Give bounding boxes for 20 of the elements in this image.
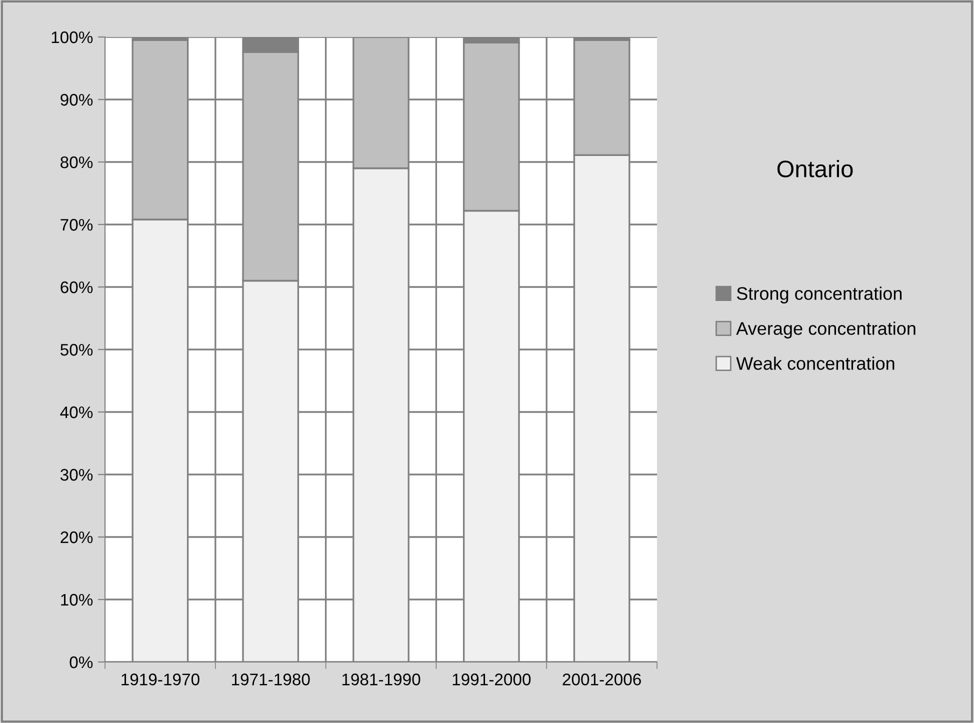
legend-label: Weak concentration	[736, 356, 894, 370]
legend-label: Strong concentration	[736, 286, 902, 304]
text: Ontario	[777, 160, 853, 178]
legend-label: Average concentration	[736, 322, 916, 338]
y-tick-label: 60%	[60, 281, 93, 294]
x-tick-label: 1981-1990	[342, 674, 420, 686]
y-tick-label: 20%	[60, 531, 93, 544]
y-tick-label: 30%	[60, 468, 93, 481]
y-tick-label: 10%	[61, 594, 93, 606]
y-tick-label: 0%	[70, 656, 93, 668]
y-tick-label: 90%	[60, 94, 93, 106]
x-tick-label: 1971-1980	[232, 674, 310, 686]
x-tick-label: 2001-2006	[562, 674, 641, 686]
y-tick-label: 80%	[60, 156, 93, 168]
y-tick-label: 100%	[52, 31, 93, 44]
x-tick-label: 1991-2000	[452, 674, 531, 686]
y-tick-label: 50%	[60, 344, 93, 356]
y-tick-label: 70%	[60, 218, 93, 231]
x-tick-label: 1919-1970	[122, 674, 200, 686]
y-tick-label: 40%	[60, 406, 93, 418]
